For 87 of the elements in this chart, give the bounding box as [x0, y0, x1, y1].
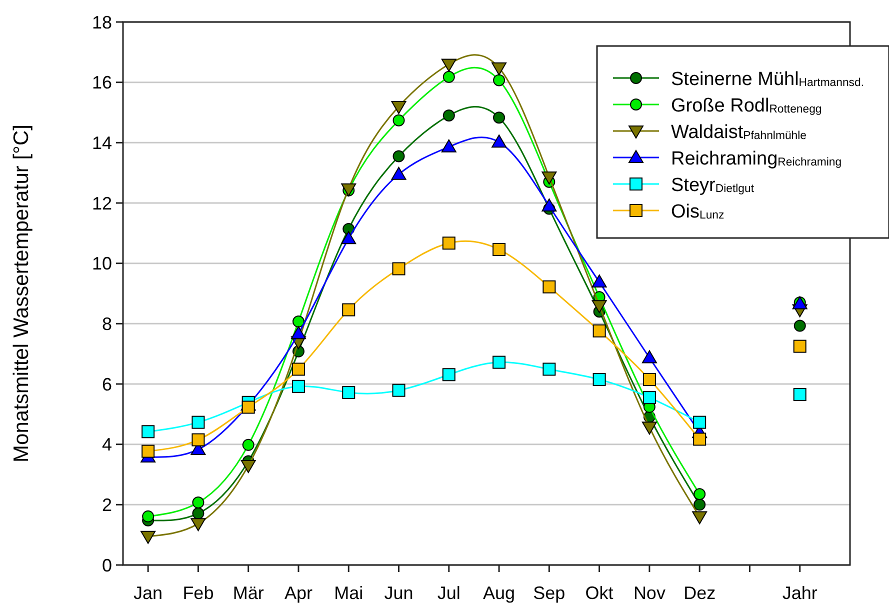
y-tick-label: 0	[102, 555, 112, 576]
point	[341, 231, 356, 244]
point	[292, 316, 304, 328]
y-tick-label: 14	[92, 132, 112, 153]
x-tick-label: Jahr	[782, 583, 818, 603]
point	[442, 110, 455, 122]
point	[794, 320, 806, 332]
y-tick-label: 16	[92, 72, 112, 93]
point	[493, 74, 506, 86]
point	[492, 62, 507, 76]
point	[642, 422, 657, 435]
point	[140, 530, 156, 544]
x-tick-label: Apr	[284, 583, 312, 603]
y-tick-label: 2	[102, 494, 112, 515]
point	[642, 391, 656, 404]
point	[542, 362, 556, 376]
x-tick-label: Dez	[684, 583, 716, 603]
legend-label: SteyrDietlgut	[671, 175, 755, 196]
point	[493, 112, 506, 124]
x-tick-label: Jul	[437, 583, 460, 603]
point	[142, 425, 155, 438]
point	[492, 134, 507, 148]
x-tick-label: Mai	[334, 583, 364, 603]
point	[442, 70, 455, 83]
point	[192, 496, 204, 509]
x-tick-label: Aug	[483, 583, 516, 603]
point	[292, 380, 305, 393]
x-tick-label: Nov	[633, 583, 666, 603]
point	[142, 510, 154, 522]
point	[240, 460, 256, 473]
y-tick-label: 12	[92, 193, 112, 214]
legend-label: WaldaistPfahnlmühle	[671, 122, 806, 143]
y-tick-label: 8	[102, 314, 112, 334]
point	[190, 518, 206, 532]
point	[441, 139, 456, 152]
point	[192, 507, 204, 520]
point	[542, 198, 557, 212]
point	[442, 236, 456, 250]
x-tick-label: Feb	[182, 583, 214, 603]
point	[342, 386, 356, 399]
point	[692, 511, 708, 524]
point	[290, 326, 306, 340]
point	[392, 262, 406, 276]
point	[391, 100, 406, 114]
point	[694, 488, 706, 500]
y-axis-title: Monatsmittel Wassertemperatur [°C]	[10, 124, 33, 462]
point	[391, 166, 406, 180]
point	[292, 362, 305, 376]
point	[693, 432, 706, 446]
point	[694, 498, 706, 511]
point	[442, 368, 456, 382]
legend-label: OisLunz	[671, 202, 725, 222]
x-tick-label: Mär	[232, 583, 264, 603]
point	[192, 416, 205, 429]
point	[642, 350, 657, 364]
point	[592, 300, 607, 314]
point	[492, 242, 506, 256]
point	[392, 114, 405, 126]
point	[392, 150, 405, 162]
point	[542, 172, 557, 185]
point	[242, 438, 254, 451]
point	[492, 356, 506, 369]
x-tick-label: Jan	[134, 583, 163, 603]
x-tick-label: Sep	[533, 583, 566, 603]
point	[542, 280, 556, 294]
point	[592, 324, 606, 338]
point	[793, 388, 806, 402]
y-tick-label: 6	[102, 374, 112, 394]
point	[592, 372, 606, 386]
point	[693, 416, 706, 429]
point	[592, 274, 607, 288]
point	[392, 384, 406, 397]
x-tick-label: Okt	[585, 583, 614, 603]
y-tick-label: 10	[92, 254, 112, 274]
point	[642, 372, 656, 386]
point	[242, 400, 255, 414]
point	[793, 340, 806, 353]
point	[342, 303, 356, 316]
point	[441, 58, 456, 72]
legend-label: Große RodlRottenegg	[671, 96, 822, 116]
legend-label: Steinerne MühlHartmannsd.	[671, 69, 864, 90]
point	[142, 444, 155, 458]
legend-label: ReichramingReichraming	[671, 148, 842, 170]
point	[192, 433, 205, 446]
x-tick-label: Jun	[384, 583, 414, 603]
y-tick-label: 18	[92, 12, 112, 32]
y-tick-label: 4	[102, 434, 112, 455]
